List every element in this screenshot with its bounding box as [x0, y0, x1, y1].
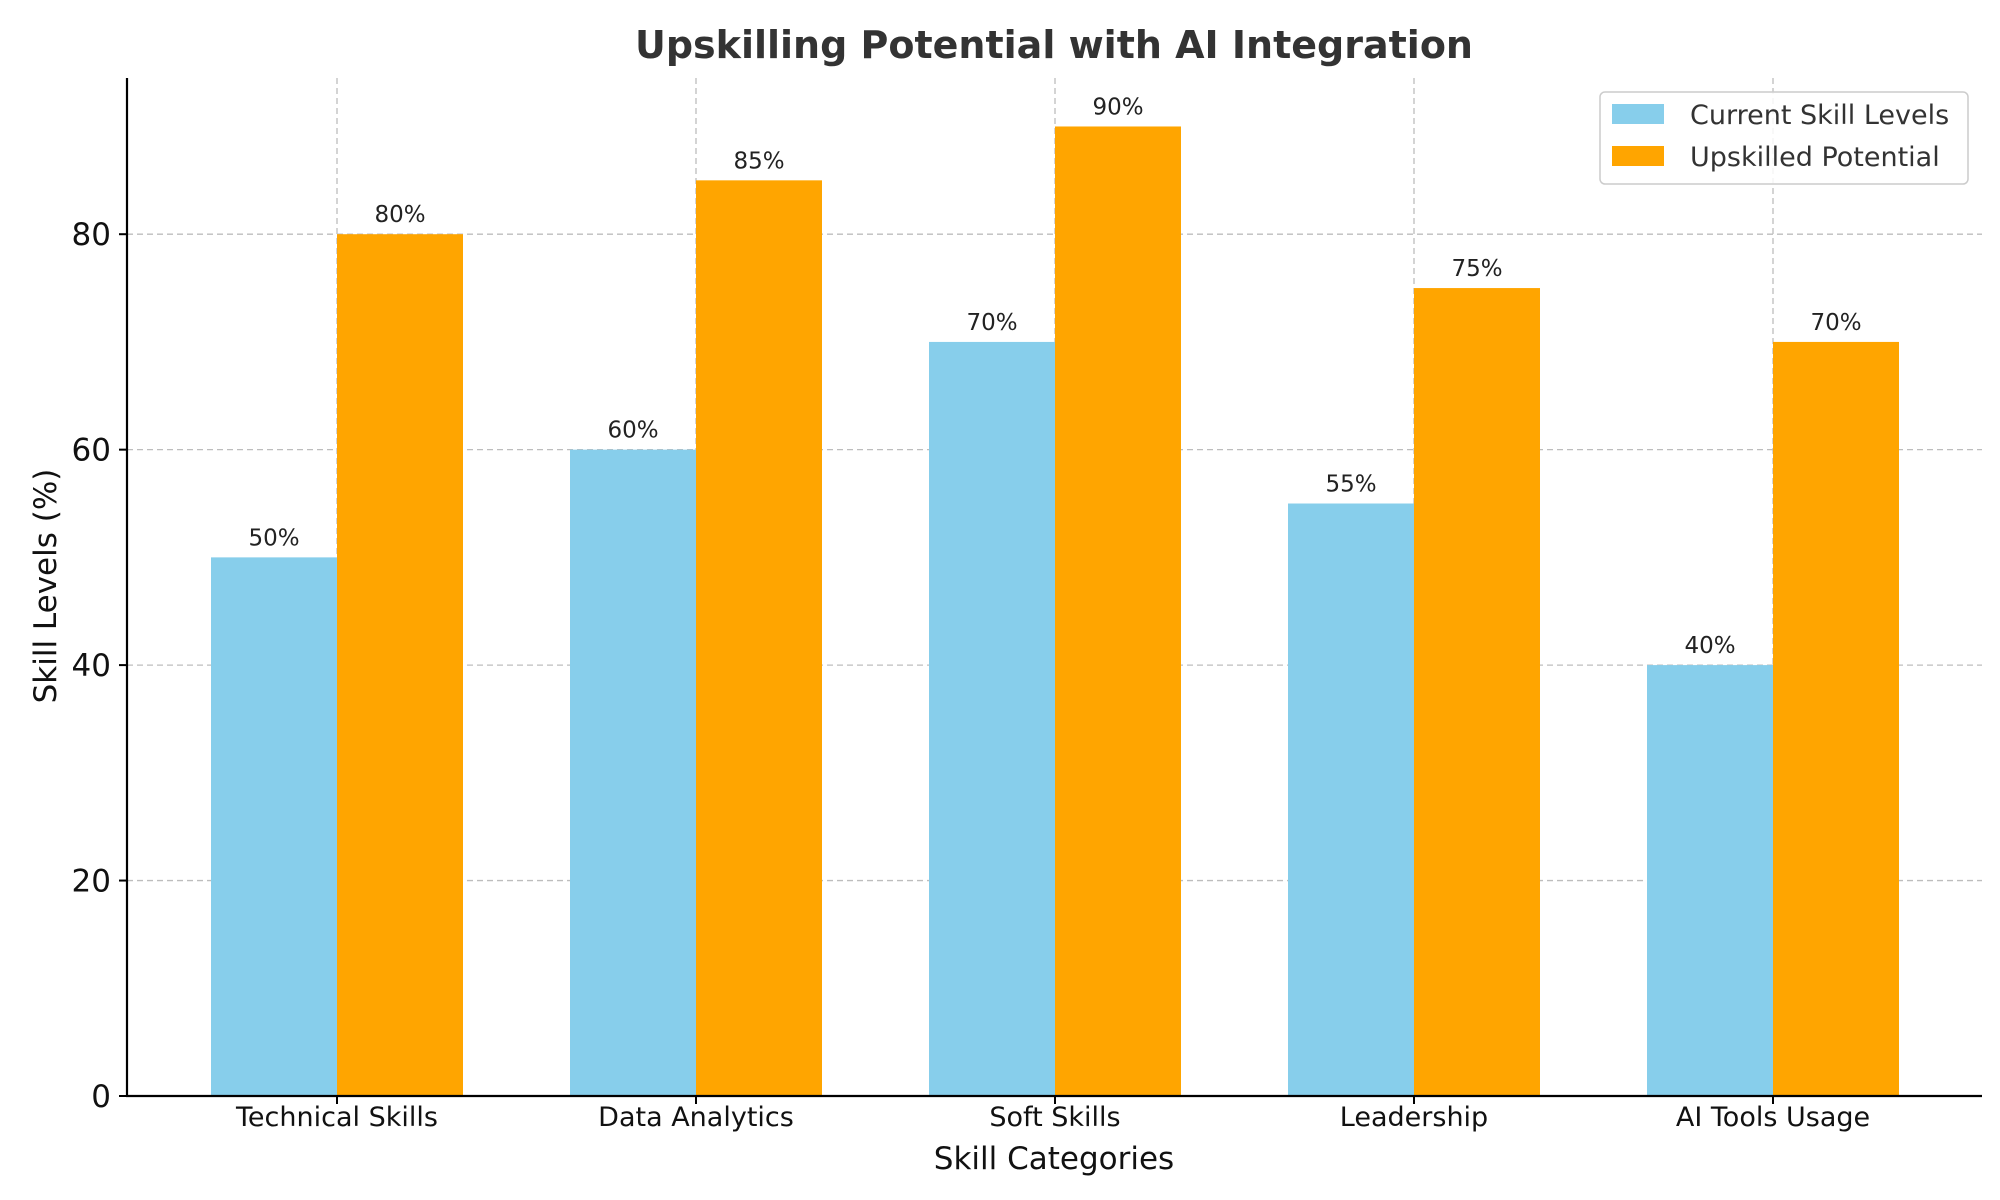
bar-upskilled-potential-leadership — [1414, 288, 1540, 1097]
x-tick-label-data-analytics: Data Analytics — [598, 1102, 794, 1133]
legend-frame — [1599, 91, 1969, 185]
data-label-upskilled-potential-technical-skills: 80% — [374, 202, 425, 228]
legend-label-current-skill-levels: Current Skill Levels — [1690, 100, 1949, 131]
data-label-current-skill-levels-data-analytics: 60% — [607, 418, 658, 444]
legend: Current Skill Levels Upskilled Potential — [1599, 91, 1969, 185]
x-tick-label-soft-skills: Soft Skills — [989, 1102, 1120, 1133]
bar-upskilled-potential-data-analytics — [696, 180, 822, 1096]
data-label-upskilled-potential-ai-tools-usage: 70% — [1810, 310, 1861, 336]
y-tick-label: 0 — [91, 1079, 111, 1115]
x-axis-label: Skill Categories — [934, 1141, 1174, 1177]
data-label-upskilled-potential-leadership: 75% — [1451, 256, 1502, 282]
y-tick-label: 20 — [72, 864, 111, 900]
chart-title: Upskilling Potential with AI Integration — [635, 23, 1473, 67]
data-label-upskilled-potential-soft-skills: 90% — [1092, 94, 1143, 120]
x-tick-label-leadership: Leadership — [1340, 1102, 1488, 1133]
data-label-current-skill-levels-technical-skills: 50% — [248, 525, 299, 551]
bar-current-skill-levels-ai-tools-usage — [1647, 665, 1773, 1096]
bar-current-skill-levels-soft-skills — [929, 341, 1055, 1097]
data-label-upskilled-potential-data-analytics: 85% — [733, 148, 784, 174]
legend-swatch-current-skill-levels — [1612, 104, 1664, 124]
bar-current-skill-levels-technical-skills — [211, 557, 337, 1096]
y-axis-label: Skill Levels (%) — [28, 469, 64, 704]
legend-swatch-upskilled-potential — [1612, 146, 1664, 166]
y-tick-label: 40 — [72, 648, 111, 684]
data-label-current-skill-levels-ai-tools-usage: 40% — [1684, 633, 1735, 659]
data-labels-layer: 50% 60% 70% 55% 40% 80% 85% 90% 75% 70% — [248, 94, 1861, 659]
y-tick-label: 60 — [72, 433, 111, 469]
bar-upskilled-potential-technical-skills — [337, 234, 463, 1097]
data-label-current-skill-levels-leadership: 55% — [1325, 472, 1376, 498]
bars-layer — [211, 126, 1899, 1097]
x-tick-label-technical-skills: Technical Skills — [235, 1102, 438, 1133]
bar-upskilled-potential-ai-tools-usage — [1773, 341, 1899, 1097]
y-tick-label: 80 — [72, 217, 111, 253]
bar-current-skill-levels-leadership — [1288, 503, 1414, 1097]
legend-label-upskilled-potential: Upskilled Potential — [1690, 142, 1940, 173]
bar-upskilled-potential-soft-skills — [1055, 126, 1181, 1096]
ticks-layer: 0 20 40 60 80 Technical Skills Data Analytics S… — [72, 217, 1871, 1133]
data-label-current-skill-levels-soft-skills: 70% — [966, 310, 1017, 336]
bar-current-skill-levels-data-analytics — [570, 449, 696, 1097]
x-tick-label-ai-tools-usage: AI Tools Usage — [1676, 1102, 1870, 1133]
